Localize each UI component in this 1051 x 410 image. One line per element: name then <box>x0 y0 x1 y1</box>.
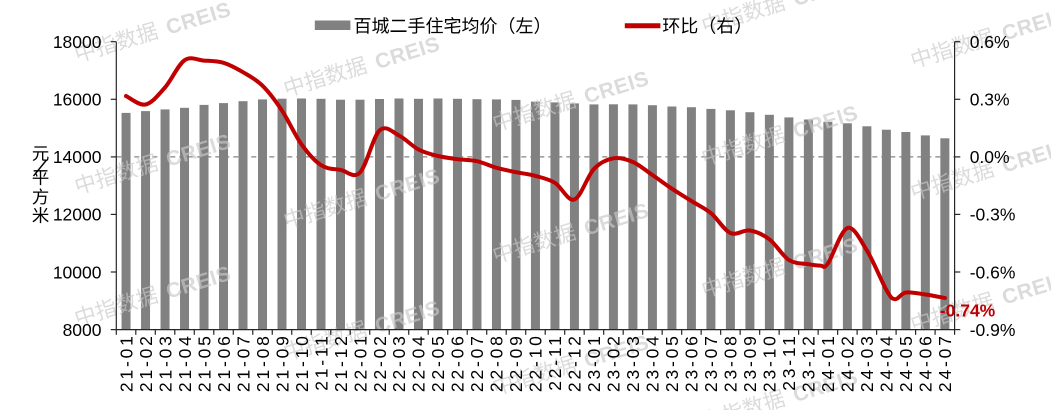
svg-text:-0.74%: -0.74% <box>940 301 996 321</box>
svg-text:22-10: 22-10 <box>526 333 546 392</box>
svg-text:23-04: 23-04 <box>643 333 663 392</box>
svg-text:23-08: 23-08 <box>721 333 741 392</box>
svg-text:22-04: 22-04 <box>409 333 429 392</box>
svg-text:22-01: 22-01 <box>350 333 370 392</box>
svg-text:24-02: 24-02 <box>838 333 858 392</box>
svg-text:24-06: 24-06 <box>916 333 936 392</box>
svg-text:23-05: 23-05 <box>662 333 682 392</box>
svg-text:-0.6%: -0.6% <box>970 262 1016 282</box>
svg-text:23-02: 23-02 <box>604 333 624 392</box>
svg-text:-0.9%: -0.9% <box>970 320 1016 340</box>
svg-text:22-07: 22-07 <box>467 333 487 392</box>
svg-text:0.6%: 0.6% <box>970 32 1010 52</box>
svg-text:22-03: 22-03 <box>389 333 409 392</box>
svg-text:24-07: 24-07 <box>935 333 955 392</box>
svg-text:23-12: 23-12 <box>799 333 819 392</box>
svg-text:16000: 16000 <box>53 90 102 110</box>
svg-text:21-08: 21-08 <box>253 333 273 392</box>
svg-text:21-10: 21-10 <box>292 333 312 392</box>
svg-text:12000: 12000 <box>53 205 102 225</box>
svg-text:21-04: 21-04 <box>175 333 195 392</box>
svg-text:10000: 10000 <box>53 262 102 282</box>
svg-text:24-04: 24-04 <box>877 333 897 392</box>
svg-text:23-06: 23-06 <box>682 333 702 392</box>
svg-text:0.0%: 0.0% <box>970 147 1010 167</box>
svg-text:23-03: 23-03 <box>623 333 643 392</box>
svg-text:21-09: 21-09 <box>272 333 292 392</box>
svg-text:8000: 8000 <box>63 320 102 340</box>
svg-text:0.3%: 0.3% <box>970 90 1010 110</box>
svg-text:22-12: 22-12 <box>565 333 585 392</box>
svg-text:23-09: 23-09 <box>740 333 760 392</box>
svg-text:23-01: 23-01 <box>584 333 604 392</box>
svg-text:22-09: 22-09 <box>506 333 526 392</box>
svg-text:22-02: 22-02 <box>370 333 390 392</box>
svg-text:24-03: 24-03 <box>857 333 877 392</box>
svg-text:23-11: 23-11 <box>779 333 799 390</box>
svg-text:21-02: 21-02 <box>136 333 156 392</box>
svg-text:22-11: 22-11 <box>545 333 565 390</box>
svg-text:21-03: 21-03 <box>155 333 175 392</box>
svg-text:21-11: 21-11 <box>311 333 331 390</box>
svg-text:23-07: 23-07 <box>701 333 721 392</box>
svg-text:22-06: 22-06 <box>448 333 468 392</box>
svg-text:21-06: 21-06 <box>214 333 234 392</box>
svg-text:21-05: 21-05 <box>194 333 214 392</box>
svg-text:24-05: 24-05 <box>896 333 916 392</box>
svg-text:24-01: 24-01 <box>818 333 838 392</box>
svg-text:21-01: 21-01 <box>116 333 136 392</box>
svg-text:23-10: 23-10 <box>760 333 780 392</box>
svg-text:14000: 14000 <box>53 147 102 167</box>
svg-text:18000: 18000 <box>53 32 102 52</box>
svg-text:-0.3%: -0.3% <box>970 205 1016 225</box>
svg-text:22-08: 22-08 <box>487 333 507 392</box>
svg-text:21-07: 21-07 <box>233 333 253 392</box>
svg-text:22-05: 22-05 <box>428 333 448 392</box>
svg-text:21-12: 21-12 <box>331 333 351 392</box>
